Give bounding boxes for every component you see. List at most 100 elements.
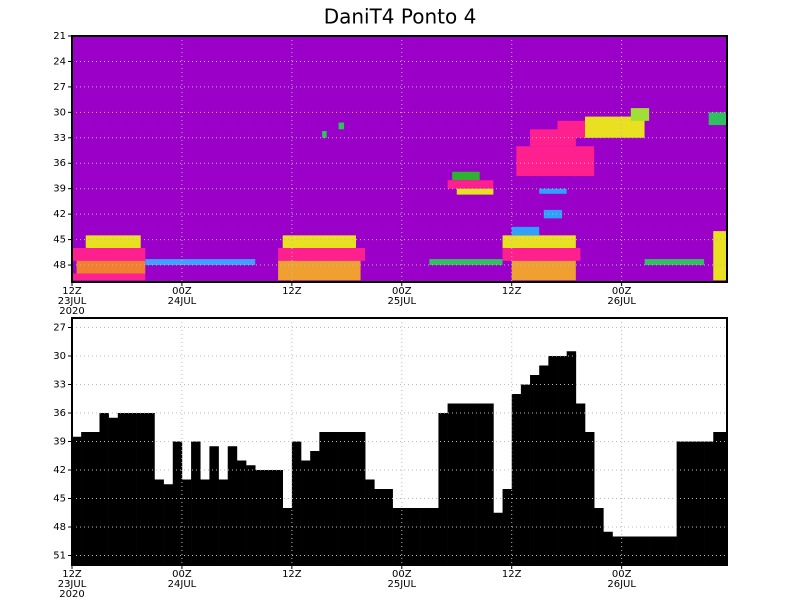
field-patch (539, 188, 567, 194)
bar (328, 432, 338, 565)
field-patch (452, 171, 480, 181)
bar (99, 413, 109, 565)
bar (172, 441, 183, 565)
x-tick-label: 12Z (282, 569, 302, 580)
bar (145, 413, 155, 565)
bar (191, 441, 201, 565)
field-patch (447, 180, 494, 189)
y-tick-label: 45 (53, 494, 66, 505)
bar (392, 508, 403, 565)
bar (273, 470, 283, 565)
x-tick-label: 00Z 24JUL (168, 569, 197, 590)
bar (713, 432, 723, 565)
bar (676, 441, 687, 565)
bar (639, 536, 650, 565)
y-tick-label: 48 (53, 522, 66, 533)
bar (566, 351, 577, 565)
field-patch (278, 260, 361, 281)
x-tick-label: 00Z 26JUL (607, 286, 636, 307)
y-tick-label: 36 (53, 408, 66, 419)
plot-frame (71, 317, 728, 566)
bar (72, 436, 82, 565)
x-tick-label: 00Z 25JUL (388, 286, 417, 307)
x-tick-label: 12Z 23JUL 2020 (58, 286, 87, 317)
bar (475, 403, 485, 565)
bar (511, 394, 522, 565)
bar (694, 441, 705, 565)
bar (218, 479, 229, 565)
bar (594, 508, 604, 565)
bar (585, 432, 595, 565)
field-background (72, 36, 727, 282)
bar (81, 432, 91, 565)
field-patch (585, 116, 645, 138)
field-patch (76, 260, 146, 274)
bar (603, 531, 613, 565)
bar (291, 441, 302, 565)
bar (612, 536, 622, 565)
bar (704, 441, 714, 565)
bar (465, 403, 476, 565)
field-patch (278, 248, 366, 261)
y-tick-label: 21 (53, 31, 66, 42)
bar (493, 512, 503, 565)
x-tick-label: 12Z (282, 286, 302, 297)
bar (667, 536, 677, 565)
bar (117, 413, 128, 565)
x-tick-label: 00Z 24JUL (168, 286, 197, 307)
bar (456, 403, 467, 565)
bar (301, 460, 311, 565)
field-patch (630, 108, 650, 121)
plot-area (72, 36, 727, 282)
bar (539, 365, 549, 565)
field-patch (502, 235, 576, 249)
plot-area (72, 351, 727, 565)
bar (236, 460, 247, 565)
bar (548, 356, 558, 565)
bar (227, 446, 238, 565)
x-tick-label: 00Z 25JUL (388, 569, 417, 590)
bar (200, 479, 210, 565)
bar (575, 403, 586, 565)
x-tick-label: 12Z 23JUL 2020 (58, 569, 87, 600)
field-patch (511, 226, 540, 236)
bar (282, 508, 293, 565)
field-patch (708, 112, 727, 126)
bar (209, 446, 219, 565)
bar (649, 536, 659, 565)
y-tick-label: 45 (53, 235, 66, 246)
field-patch (516, 146, 595, 176)
bar (337, 432, 348, 565)
field-patch (322, 131, 327, 138)
y-tick-label: 30 (53, 351, 66, 362)
bar (557, 356, 567, 565)
bar (484, 403, 494, 565)
y-tick-label: 27 (53, 82, 66, 93)
y-tick-label: 42 (53, 209, 66, 220)
bar (447, 403, 458, 565)
y-tick-label: 42 (53, 465, 66, 476)
x-tick-label: 00Z 26JUL (607, 569, 636, 590)
bar (181, 479, 192, 565)
field-patch (338, 122, 345, 130)
x-tick-label: 12Z (502, 569, 522, 580)
bar (630, 536, 641, 565)
field-patch (145, 259, 256, 266)
field-patch (502, 248, 581, 261)
bar (685, 441, 696, 565)
bar (429, 508, 439, 565)
bar (420, 508, 430, 565)
bar (90, 432, 100, 565)
y-tick-label: 27 (53, 323, 66, 334)
y-tick-label: 39 (53, 184, 66, 195)
field-patch (72, 273, 146, 281)
y-tick-label: 33 (53, 380, 66, 391)
bar (530, 375, 540, 565)
bar (126, 413, 137, 565)
y-tick-label: 30 (53, 107, 66, 118)
field-patch (282, 235, 356, 249)
bar (520, 384, 531, 565)
field-patch (713, 231, 727, 281)
bar (658, 536, 668, 565)
